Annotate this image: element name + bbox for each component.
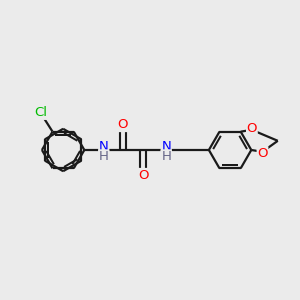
Text: N: N <box>99 140 109 153</box>
Text: H: H <box>99 150 109 163</box>
Text: O: O <box>257 147 268 160</box>
Text: N: N <box>161 140 171 153</box>
Text: Cl: Cl <box>34 106 47 119</box>
Text: O: O <box>247 122 257 135</box>
Text: H: H <box>161 150 171 163</box>
Text: O: O <box>138 169 148 182</box>
Text: O: O <box>117 118 128 131</box>
